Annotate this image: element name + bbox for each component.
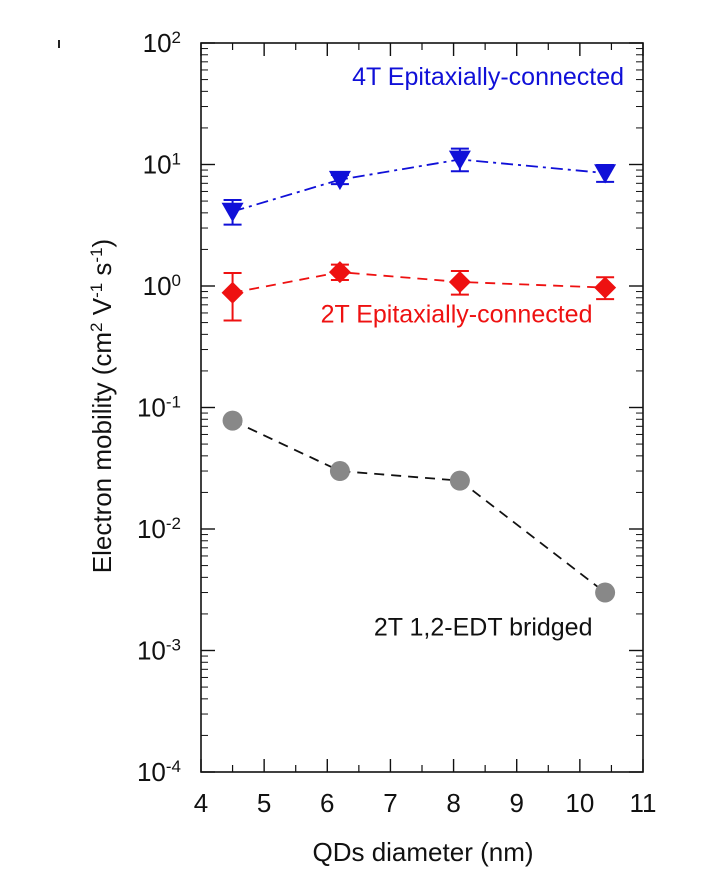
y-axis-ticks: 102 101 100 10-1 10-2 10-3 10-4 [137, 28, 643, 788]
diamond-marker [448, 270, 471, 293]
series-label-0: 4T Epitaxially-connected [352, 63, 624, 91]
triangle-marker [448, 150, 471, 170]
x-tick-label: 4 [194, 788, 208, 818]
circle-marker [449, 470, 470, 491]
y-tick-label: 101 [143, 149, 181, 180]
series-label-1: 2T Epitaxially-connected [321, 301, 593, 329]
circle-marker [329, 461, 350, 482]
y-tick-label: 10-3 [137, 635, 181, 666]
data-markers [221, 150, 617, 603]
triangle-marker [328, 170, 351, 191]
plot-frame [200, 42, 644, 773]
series-line-2 [232, 419, 606, 594]
y-tick-label: 100 [143, 271, 181, 302]
y-tick-label: 10-1 [137, 392, 181, 423]
x-axis-ticks: 4 5 6 7 8 9 10 11 [194, 43, 657, 818]
x-tick-label: 10 [565, 788, 594, 818]
y-tick-label: 10-4 [137, 757, 181, 788]
diamond-marker [328, 261, 351, 284]
plot-border [200, 42, 644, 773]
diamond-marker [594, 276, 617, 299]
x-tick-label: 6 [320, 788, 334, 818]
x-tick-label: 7 [383, 788, 397, 818]
series-annotations: 4T Epitaxially-connected 2T Epitaxially-c… [321, 63, 624, 641]
series-label-2: 2T 1,2-EDT bridged [374, 613, 593, 641]
x-tick-label: 9 [509, 788, 523, 818]
triangle-marker [594, 164, 617, 184]
x-tick-label: 11 [630, 788, 657, 818]
x-tick-label: 8 [446, 788, 460, 818]
circle-marker [222, 410, 243, 431]
diamond-marker [221, 281, 244, 304]
series-lines [232, 158, 606, 594]
x-axis-title: QDs diameter (nm) [312, 837, 533, 867]
triangle-marker [221, 202, 244, 222]
y-tick-label: 102 [143, 28, 181, 59]
y-tick-label: 10-2 [137, 514, 181, 545]
x-tick-label: 5 [257, 788, 271, 818]
error-bars [223, 147, 615, 322]
y-axis-title: Electron mobility (cm2 V-1 s-1) [87, 239, 118, 573]
circle-marker [595, 582, 616, 603]
series-line-0 [232, 158, 606, 213]
series-line-1 [232, 271, 606, 294]
corner-mark [58, 40, 60, 48]
